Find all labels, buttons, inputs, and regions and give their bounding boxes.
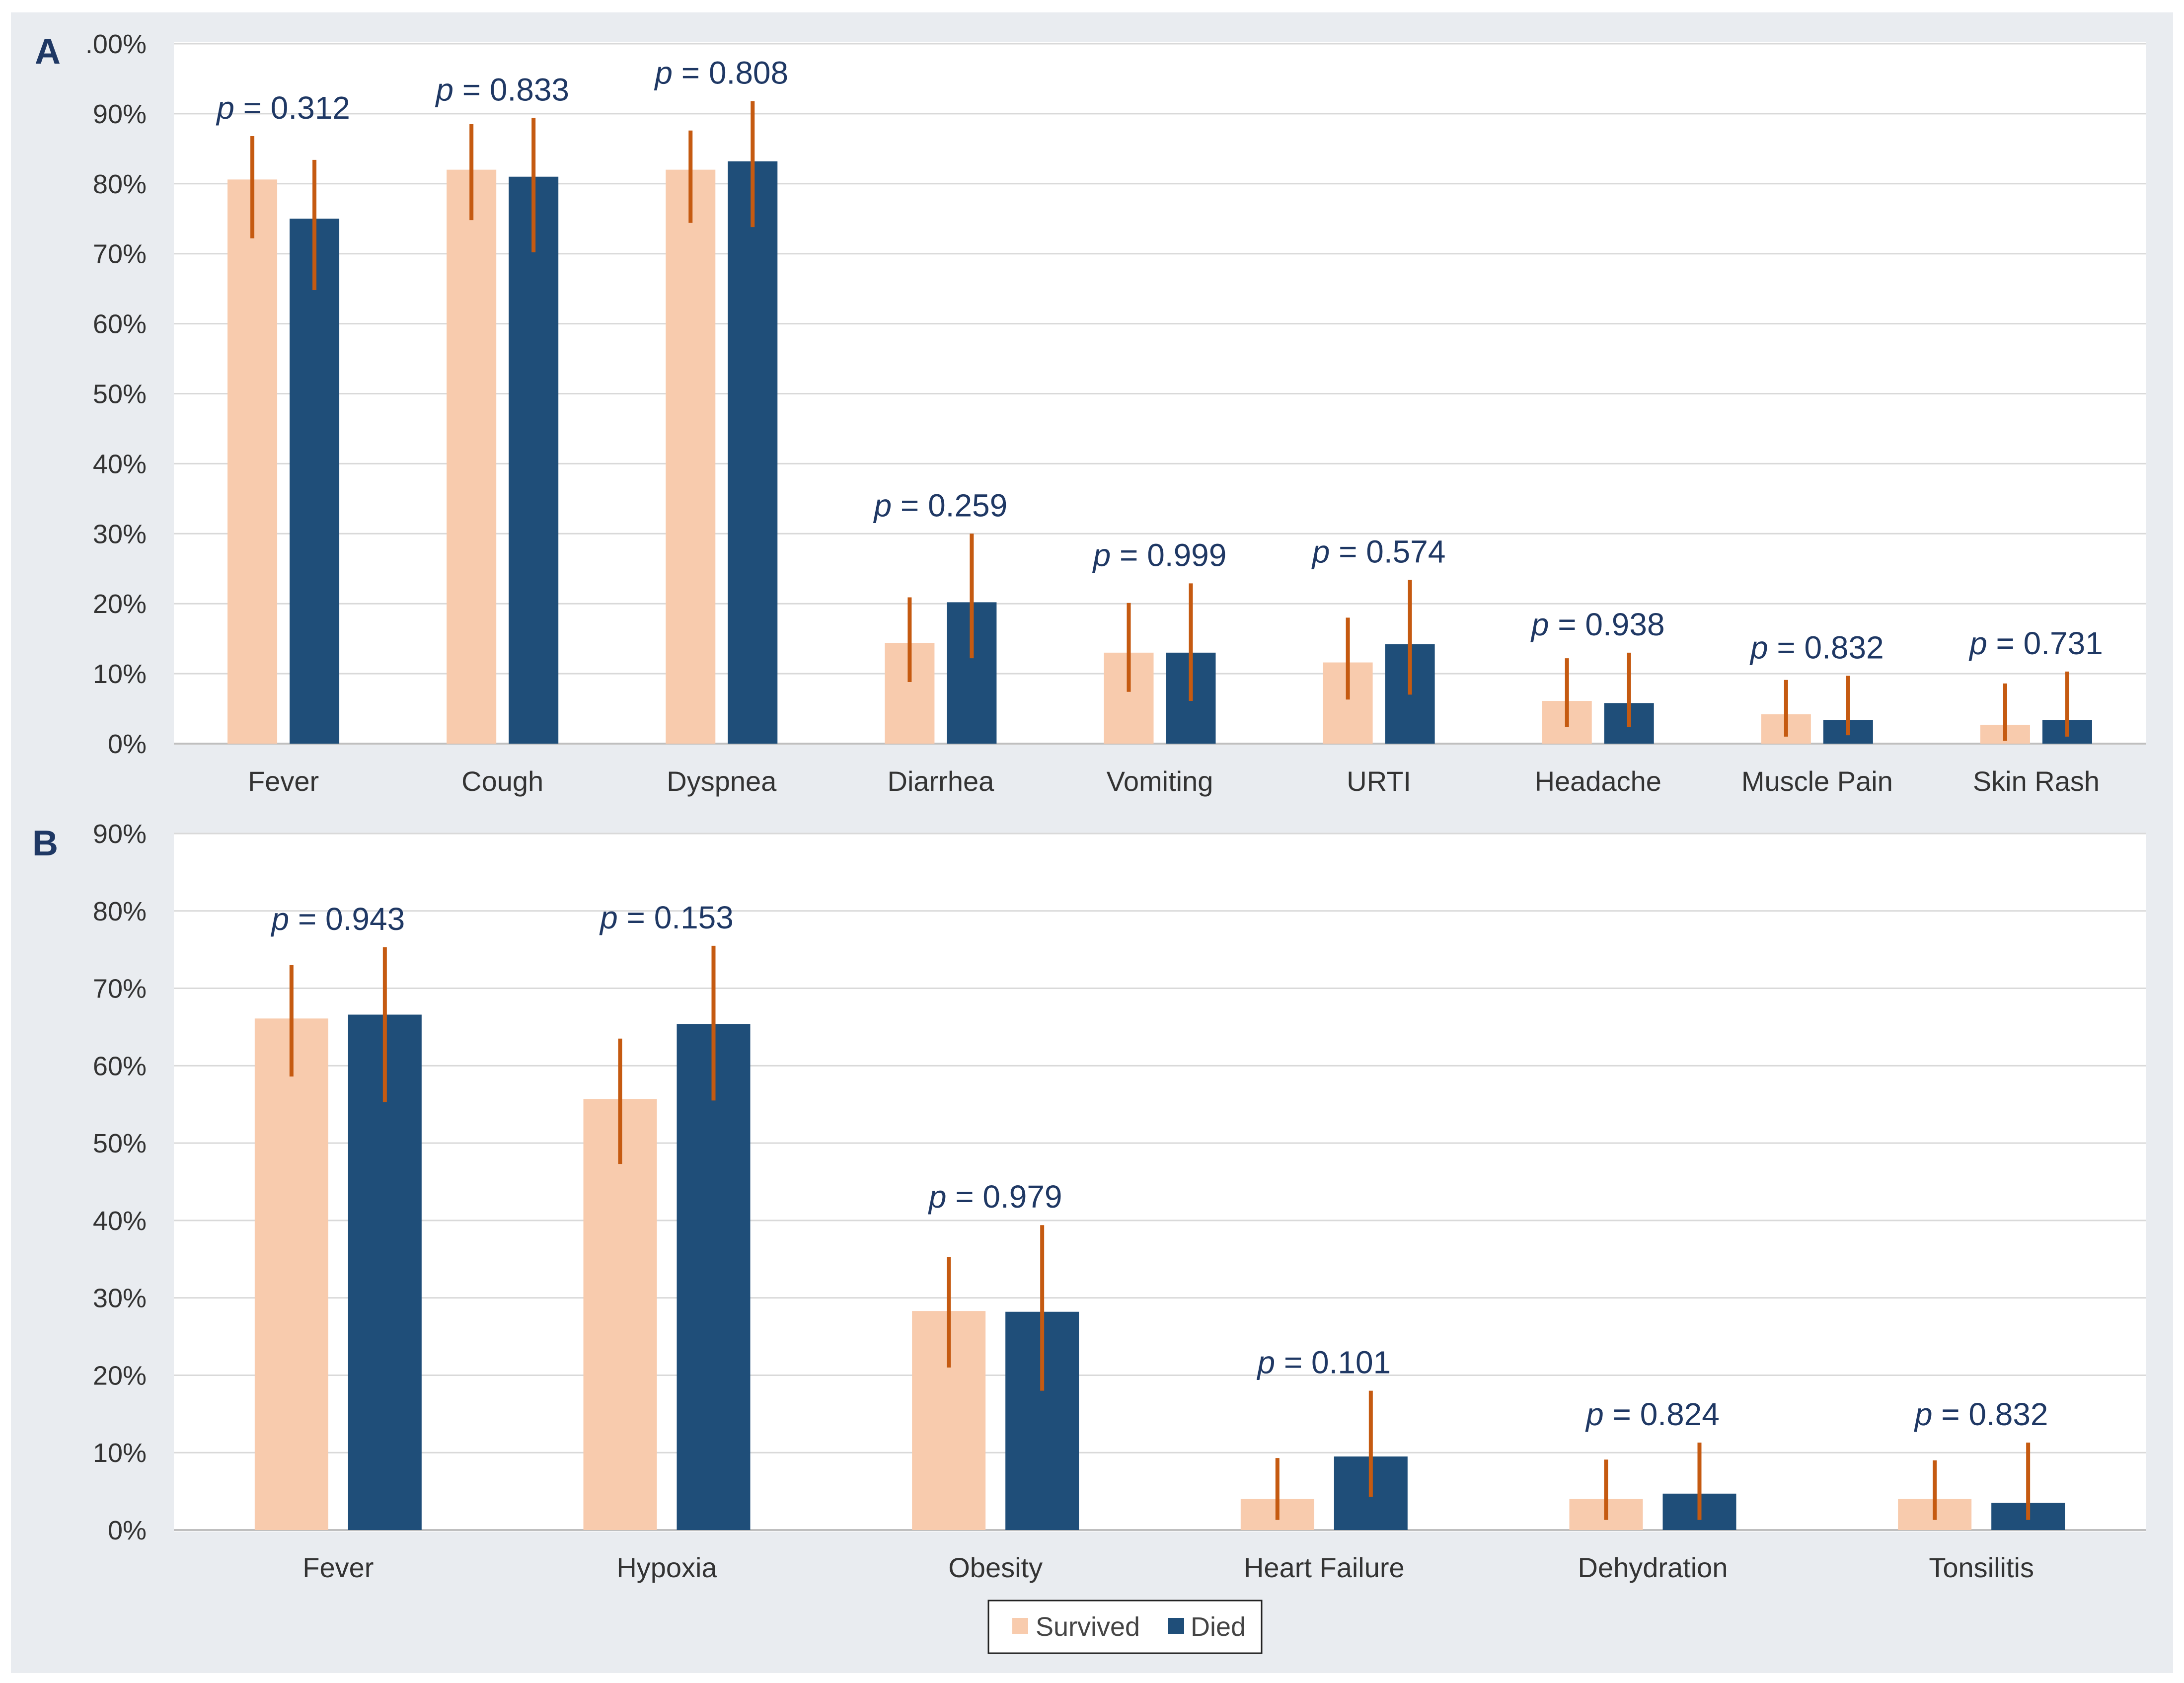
y-tick-label: 60% xyxy=(93,309,147,339)
p-value-muscle-pain: p = 0.832 xyxy=(1749,629,1884,665)
category-label-diarrhea: Diarrhea xyxy=(888,765,995,797)
bar-survived-fever xyxy=(254,1018,328,1530)
category-label-fever: Fever xyxy=(302,1552,374,1583)
panel-a-gridlines xyxy=(174,43,2146,745)
y-tick-label: 10% xyxy=(93,1438,147,1468)
p-value-dehydration: p = 0.824 xyxy=(1585,1396,1720,1432)
y-tick-label: .00% xyxy=(85,29,147,59)
panel-a-category-labels: Fever Cough Dyspnea Diarrhea Vomiting URTI Hea… xyxy=(248,765,2100,797)
y-tick-label: 80% xyxy=(93,169,147,199)
y-tick-label: 20% xyxy=(93,1361,147,1390)
category-label-tonsilitis: Tonsilitis xyxy=(1929,1552,2034,1583)
y-tick-label: 90% xyxy=(93,819,147,849)
category-label-obesity: Obesity xyxy=(948,1552,1043,1583)
panel-b-error-bars xyxy=(289,945,2031,1520)
category-label-cough: Cough xyxy=(461,765,543,797)
panel-b-letter: B xyxy=(32,824,58,863)
category-label-skin-rash: Skin Rash xyxy=(1973,765,2100,797)
y-tick-label: 10% xyxy=(93,659,147,689)
panel-b-gridlines xyxy=(174,833,2146,1531)
y-tick-label: 50% xyxy=(93,380,147,409)
panel-a-error-bars xyxy=(250,101,2069,741)
category-label-heart-failure: Heart Failure xyxy=(1244,1552,1405,1583)
p-value-tonsilitis: p = 0.832 xyxy=(1914,1396,2048,1432)
y-tick-label: 30% xyxy=(93,1284,147,1313)
p-value-skin-rash: p = 0.731 xyxy=(1968,625,2103,661)
panel-a-p-values: p = 0.312 p = 0.833 p = 0.808 p = 0.259 p = … xyxy=(216,55,2103,666)
panel-a-letter: A xyxy=(35,32,61,72)
panel-b-p-values: p = 0.943 p = 0.153 p = 0.979 p = 0.101 p = … xyxy=(270,900,2048,1432)
legend-swatch-died xyxy=(1168,1618,1184,1634)
panel-b-bars xyxy=(254,1014,2065,1530)
p-value-fever: p = 0.943 xyxy=(270,901,405,937)
bar-died-dyspnea xyxy=(728,161,778,744)
p-value-fever: p = 0.312 xyxy=(216,90,350,126)
bar-survived-fever xyxy=(227,179,278,744)
legend-swatch-survived xyxy=(1012,1618,1028,1634)
panel-b-plot-area xyxy=(174,834,2146,1531)
bar-died-fever xyxy=(290,219,340,744)
panel-a-bars xyxy=(227,161,2092,744)
category-label-urti: URTI xyxy=(1347,765,1411,797)
category-label-dyspnea: Dyspnea xyxy=(667,765,777,797)
legend-label-survived: Survived xyxy=(1036,1612,1140,1642)
y-tick-label: 50% xyxy=(93,1129,147,1158)
y-tick-label: 60% xyxy=(93,1051,147,1081)
p-value-vomiting: p = 0.999 xyxy=(1092,537,1227,573)
p-value-dyspnea: p = 0.808 xyxy=(654,55,788,91)
panel-b-y-tick-labels: 90% 80% 70% 60% 50% 40% 30% 20% 10% 0% xyxy=(93,819,147,1545)
y-tick-label: 20% xyxy=(93,589,147,619)
y-tick-label: 40% xyxy=(93,1206,147,1236)
category-label-headache: Headache xyxy=(1535,765,1661,797)
p-value-hypoxia: p = 0.153 xyxy=(599,900,734,935)
y-tick-label: 90% xyxy=(93,99,147,129)
bar-survived-cough xyxy=(447,169,497,744)
y-tick-label: 80% xyxy=(93,897,147,926)
panel-a-y-tick-labels: .00% 90% 80% 70% 60% 50% 40% 30% 20% 10% 0% xyxy=(85,29,147,759)
y-tick-label: 70% xyxy=(93,239,147,269)
p-value-heart-failure: p = 0.101 xyxy=(1256,1345,1391,1380)
p-value-diarrhea: p = 0.259 xyxy=(873,487,1008,523)
y-tick-label: 0% xyxy=(108,729,147,759)
p-value-urti: p = 0.574 xyxy=(1311,534,1446,569)
y-tick-label: 70% xyxy=(93,974,147,1004)
p-value-cough: p = 0.833 xyxy=(435,72,569,107)
bar-survived-dyspnea xyxy=(666,169,716,744)
panel-b-category-labels: Fever Hypoxia Obesity Heart Failure Dehydrat… xyxy=(302,1552,2034,1583)
category-label-dehydration: Dehydration xyxy=(1578,1552,1728,1583)
bar-died-hypoxia xyxy=(677,1024,751,1530)
legend-label-died: Died xyxy=(1191,1612,1246,1642)
bar-survived-hypoxia xyxy=(583,1099,657,1530)
category-label-muscle-pain: Muscle Pain xyxy=(1741,765,1893,797)
legend: Survived Died xyxy=(987,1600,1263,1654)
category-label-fever: Fever xyxy=(248,765,319,797)
bar-died-cough xyxy=(509,176,559,744)
panel-a-chart: A .00% 90% 80% 70% 60% 50% 40% 30% 20% 10% 0% p = … xyxy=(35,29,2146,797)
category-label-vomiting: Vomiting xyxy=(1107,765,1213,797)
category-label-hypoxia: Hypoxia xyxy=(616,1552,717,1583)
y-tick-label: 40% xyxy=(93,449,147,479)
p-value-obesity: p = 0.979 xyxy=(928,1179,1062,1215)
y-tick-label: 0% xyxy=(108,1516,147,1545)
p-value-headache: p = 0.938 xyxy=(1530,607,1665,642)
y-tick-label: 30% xyxy=(93,519,147,549)
panel-b-chart: B 90% 80% 70% 60% 50% 40% 30% 20% 10% 0% p = 0.94… xyxy=(32,819,2146,1583)
legend-box xyxy=(987,1600,1263,1654)
